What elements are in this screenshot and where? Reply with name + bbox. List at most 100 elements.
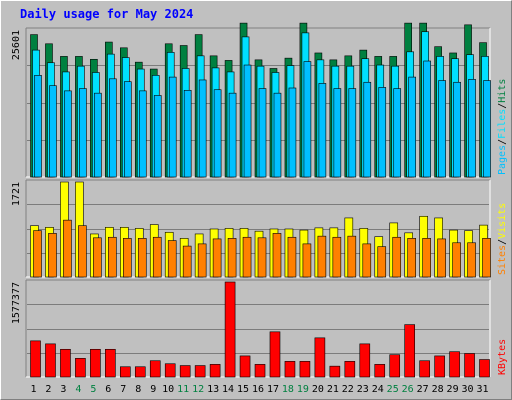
- x-axis-day-label: 6: [105, 384, 111, 395]
- x-axis-day-label: 15: [237, 384, 249, 395]
- kbytes-bar: [239, 355, 251, 378]
- sites-bar: [48, 233, 57, 278]
- kbytes-bar: [209, 364, 221, 378]
- x-axis-day-label: 1: [30, 384, 36, 395]
- kbytes-bar: [359, 343, 371, 378]
- kbytes-bar: [329, 365, 341, 378]
- x-axis-day-label: 21: [327, 384, 339, 395]
- kbytes-bar: [90, 348, 101, 378]
- y-axis-max-label: 1577377: [11, 282, 22, 324]
- pages-bar: [483, 80, 491, 178]
- sites-bar: [123, 238, 132, 278]
- x-axis-day-label: 2: [45, 384, 51, 395]
- legend-entry: /: [497, 239, 508, 245]
- kbytes-bar: [105, 348, 116, 378]
- kbytes-bar: [404, 324, 415, 378]
- sites-bar: [317, 235, 327, 278]
- x-axis-day-label: 4: [75, 384, 81, 395]
- pages-bar: [333, 88, 342, 178]
- legend-entry: Pages: [497, 145, 508, 175]
- pages-bar: [453, 81, 461, 178]
- kbytes-bar: [134, 366, 146, 378]
- x-axis-day-label: 3: [60, 384, 66, 395]
- legend-entry: Files: [497, 109, 508, 139]
- x-axis-day-label: 17: [267, 384, 279, 395]
- pages-bar: [243, 64, 252, 178]
- sites-bar: [33, 230, 42, 278]
- legend-text: Pages/Files/Hits: [497, 79, 508, 175]
- sites-bar: [93, 237, 102, 278]
- pages-bar: [258, 88, 267, 178]
- pages-bar: [348, 88, 357, 178]
- pages-bar: [34, 75, 42, 178]
- x-axis-day-label: 24: [372, 384, 384, 395]
- pages-bar: [378, 87, 387, 178]
- sites-bar: [377, 246, 387, 278]
- pages-bar: [213, 89, 222, 178]
- x-axis-day-label: 19: [297, 384, 309, 395]
- sites-bar: [482, 238, 491, 278]
- legend-text: KBytes: [497, 339, 508, 375]
- kbytes-bar: [419, 360, 430, 378]
- pages-bar: [168, 76, 177, 178]
- kbytes-bar: [314, 337, 326, 378]
- sites-bar: [407, 238, 416, 278]
- sites-bar: [452, 242, 461, 278]
- kbytes-bar: [344, 361, 356, 378]
- pages-bar: [363, 81, 372, 178]
- pages-bar: [64, 90, 72, 178]
- legend-entry: Hits: [497, 79, 508, 103]
- sites-bar: [332, 236, 342, 278]
- legend-entry: Visits: [497, 203, 508, 239]
- x-axis-day-label: 9: [150, 384, 156, 395]
- pages-bar: [49, 85, 57, 178]
- sites-bar: [108, 236, 117, 278]
- sites-bar: [302, 243, 312, 278]
- kbytes-bar: [45, 343, 56, 378]
- pages-bar: [153, 95, 162, 178]
- sites-bar: [422, 238, 431, 278]
- pages-bar: [228, 92, 237, 178]
- legend-entry: /: [497, 103, 508, 109]
- kbytes-bar: [60, 348, 71, 378]
- y-axis-max-label: 1721: [11, 182, 22, 206]
- sites-bar: [467, 242, 476, 278]
- sites-bar: [63, 219, 72, 278]
- kbytes-bar: [434, 355, 445, 378]
- sites-bar: [197, 243, 207, 278]
- legend-entry: KBytes: [497, 339, 508, 375]
- pages-bar: [438, 80, 446, 178]
- chart-title: Daily usage for May 2024: [20, 7, 194, 21]
- pages-bar: [198, 79, 207, 178]
- kbytes-bar: [194, 365, 206, 378]
- pages-bar: [318, 83, 327, 178]
- kbytes-bar: [149, 360, 161, 378]
- pages-bar: [303, 61, 312, 178]
- sites-bar: [272, 233, 282, 278]
- pages-bar: [183, 89, 192, 178]
- sites-bar: [167, 240, 177, 278]
- sites-bar: [347, 235, 357, 278]
- legend-entry: Sites: [497, 245, 508, 275]
- sites-bar: [362, 243, 372, 278]
- kbytes-bar: [164, 363, 176, 378]
- x-axis-day-label: 27: [417, 384, 429, 395]
- pages-bar: [273, 92, 282, 178]
- x-axis-day-label: 18: [282, 384, 294, 395]
- x-axis-day-label: 16: [252, 384, 264, 395]
- kbytes-bar: [269, 331, 281, 378]
- kbytes-bar: [254, 364, 266, 378]
- kbytes-bar: [374, 364, 386, 378]
- x-axis-day-label: 14: [222, 384, 234, 395]
- kbytes-bar: [389, 354, 401, 378]
- kbytes-bar: [75, 358, 86, 378]
- x-axis-day-label: 5: [90, 384, 96, 395]
- pages-bar: [124, 81, 132, 178]
- pages-bar: [79, 88, 87, 178]
- x-axis-day-label: 12: [192, 384, 204, 395]
- sites-bar: [152, 236, 162, 278]
- sites-bar: [257, 237, 267, 278]
- kbytes-bar: [479, 359, 490, 378]
- x-axis-day-label: 7: [120, 384, 126, 395]
- kbytes-bar: [30, 340, 41, 378]
